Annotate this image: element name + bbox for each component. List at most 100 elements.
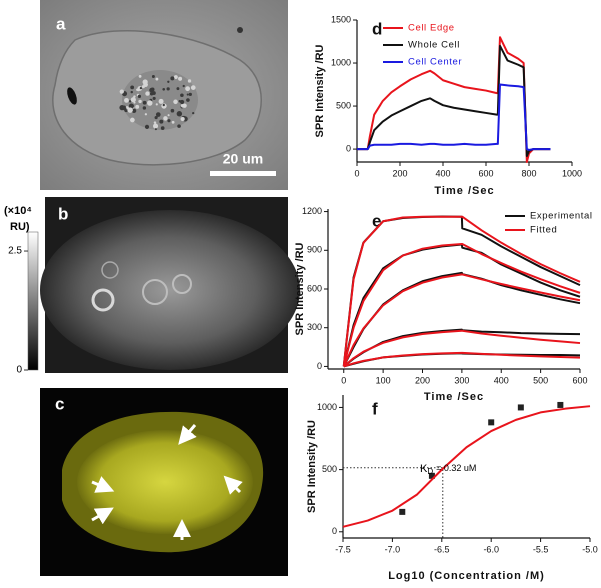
y-tick-label: 0: [317, 361, 322, 371]
y-tick-label: 1000: [331, 57, 351, 67]
speckle: [178, 76, 183, 81]
x-tick-label: 0: [341, 375, 346, 385]
speckle: [119, 89, 124, 94]
speckle: [138, 74, 142, 78]
speckle: [163, 116, 168, 121]
x-axis-title: Time /Sec: [424, 391, 484, 403]
colorbar: (×10⁴ RU) 0 2.5: [4, 205, 39, 376]
speckle: [151, 75, 155, 79]
speckle: [128, 103, 134, 109]
speckle: [149, 87, 154, 93]
speckle: [124, 97, 129, 103]
speckle: [137, 94, 142, 98]
arrows: [91, 424, 243, 540]
speckle: [176, 87, 180, 91]
x-tick-label: 400: [435, 168, 450, 178]
speckle: [182, 84, 185, 88]
speckle: [131, 108, 137, 114]
scale-bar-label: 20 um: [223, 151, 263, 167]
legend-label: Experimental: [530, 211, 593, 222]
y-axis-title: SPR Intensity /RU: [294, 242, 306, 335]
debris: [237, 27, 243, 33]
x-tick-label: 800: [521, 168, 536, 178]
ring: [172, 274, 192, 294]
y-tick-label: 1500: [331, 14, 351, 24]
speckle: [153, 121, 157, 124]
legend-label: Cell Edge: [408, 23, 455, 34]
panel-label: d: [372, 19, 382, 38]
x-axis-title: Time /Sec: [434, 185, 494, 197]
panel-label: e: [372, 211, 381, 230]
speckle: [186, 93, 189, 96]
image-panel-a: a 20 um: [40, 0, 288, 190]
guide-line: [343, 467, 444, 538]
speckle: [170, 76, 175, 81]
colorbar-tick-label: 0: [16, 365, 22, 376]
y-tick-label: 500: [336, 100, 351, 110]
y-tick-label: 0: [332, 526, 337, 536]
speckle: [173, 99, 178, 105]
speckle: [176, 111, 183, 117]
colorbar-title: RU): [10, 221, 30, 233]
data-point: [399, 508, 406, 515]
speckle: [152, 96, 156, 101]
scale-bar: [210, 171, 276, 176]
chart-e: 0 300 600 900 1200 0 100 200 300 400 500 600 Time /S…: [294, 206, 593, 403]
series-line: [342, 215, 581, 368]
ring: [91, 288, 115, 312]
legend-label: Whole Cell: [408, 40, 460, 51]
y-tick-label: 1200: [302, 206, 322, 216]
legend-label: Fitted: [530, 225, 557, 236]
speckle: [136, 88, 139, 91]
speckle: [171, 120, 175, 124]
y-tick-label: 900: [307, 245, 322, 255]
x-tick-label: 200: [415, 375, 430, 385]
data-point: [428, 472, 435, 479]
x-tick-label: 1000: [562, 168, 582, 178]
x-tick-label: -5.0: [582, 544, 598, 554]
speckle: [144, 113, 148, 116]
speckle: [130, 97, 136, 103]
speckle: [180, 116, 185, 122]
speckle: [188, 92, 192, 97]
speckle: [152, 123, 159, 129]
speckle: [139, 86, 143, 90]
speckle: [167, 114, 170, 117]
x-tick-label: -5.5: [533, 544, 549, 554]
speckle: [142, 106, 147, 110]
x-tick-label: 400: [494, 375, 509, 385]
image-panel-b: b: [40, 197, 300, 373]
speckle: [160, 126, 165, 130]
y-tick-label: 600: [307, 283, 322, 293]
speckle: [162, 103, 165, 107]
x-tick-label: -6.0: [483, 544, 499, 554]
speckle: [130, 85, 135, 90]
x-tick-label: -7.0: [385, 544, 401, 554]
speckle: [186, 98, 190, 102]
annotation-text: K: [420, 463, 428, 475]
y-tick-label: 300: [307, 322, 322, 332]
annotation: KD = 0.32 uM: [420, 463, 476, 476]
speckle: [155, 112, 161, 117]
colorbar-tick-label: 2.5: [8, 246, 22, 257]
speckle: [130, 90, 133, 94]
speckle: [138, 99, 142, 104]
speckle: [185, 86, 191, 92]
x-axis-title: Log10 (Concentration /M): [388, 570, 545, 582]
speckle: [187, 79, 192, 83]
speckle: [180, 93, 184, 98]
speckle: [177, 124, 181, 128]
colorbar-title: (×10⁴: [4, 205, 32, 217]
spr-signal: [40, 210, 300, 370]
speckle: [142, 100, 147, 105]
speckle: [170, 108, 175, 113]
speckle: [141, 85, 145, 89]
data-point: [488, 419, 495, 426]
y-tick-label: 0: [346, 143, 351, 153]
speckle: [159, 119, 164, 124]
speckles: [119, 74, 196, 131]
speckle: [155, 77, 159, 81]
speckle: [162, 87, 166, 91]
x-tick-label: 300: [454, 375, 469, 385]
